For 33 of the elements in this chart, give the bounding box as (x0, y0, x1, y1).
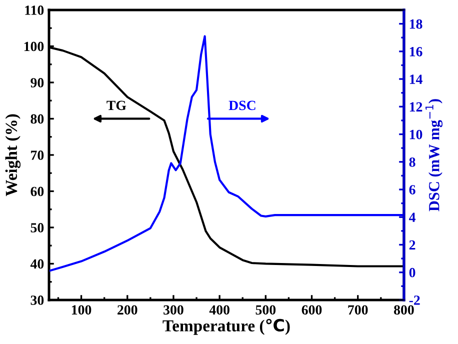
x-tick-label: 600 (302, 305, 322, 315)
y2-tick-label: 10 (410, 130, 422, 140)
y2-tick-label: -2 (409, 296, 420, 305)
x-tick-label: 100 (72, 305, 92, 315)
x-tick-label: 200 (118, 305, 138, 315)
x-tick-label: 700 (348, 305, 368, 315)
y-tick-label: 110 (25, 6, 44, 15)
series-label: DSC (228, 100, 256, 110)
y2-tick-label: 2 (409, 240, 416, 250)
x-tick-label: 300 (164, 305, 184, 315)
y2-tick-label: 0 (409, 268, 416, 278)
y-tick-label: 100 (24, 42, 44, 52)
y-tick-label: 30 (30, 296, 44, 305)
y-axis-title: Weight (%) (5, 114, 21, 196)
y-tick-label: 50 (30, 223, 44, 232)
x-axis-title: Temperature (℃) (162, 318, 290, 335)
y2-tick-label: 6 (409, 185, 416, 194)
y-tick-label: 80 (30, 114, 44, 124)
y-tick-label: 60 (30, 186, 44, 196)
y2-tick-label: 12 (410, 102, 422, 112)
y-tick-label: 90 (30, 78, 44, 88)
y2-axis-title: DSC (mW mg$^{−1}$) (425, 99, 442, 212)
y2-tick-label: 14 (410, 74, 422, 84)
series-label: TG (106, 100, 126, 110)
y2-tick-label: 4 (409, 212, 416, 222)
y2-tick-label: 8 (409, 157, 416, 167)
x-tick-label: 800 (394, 305, 414, 315)
y2-tick-label: 18 (410, 19, 422, 29)
x-tick-label: 400 (209, 305, 230, 315)
y-tick-label: 40 (30, 259, 44, 269)
x-tick-label: 500 (256, 305, 276, 315)
y2-tick-label: 16 (410, 47, 422, 56)
y-tick-label: 70 (31, 150, 44, 160)
